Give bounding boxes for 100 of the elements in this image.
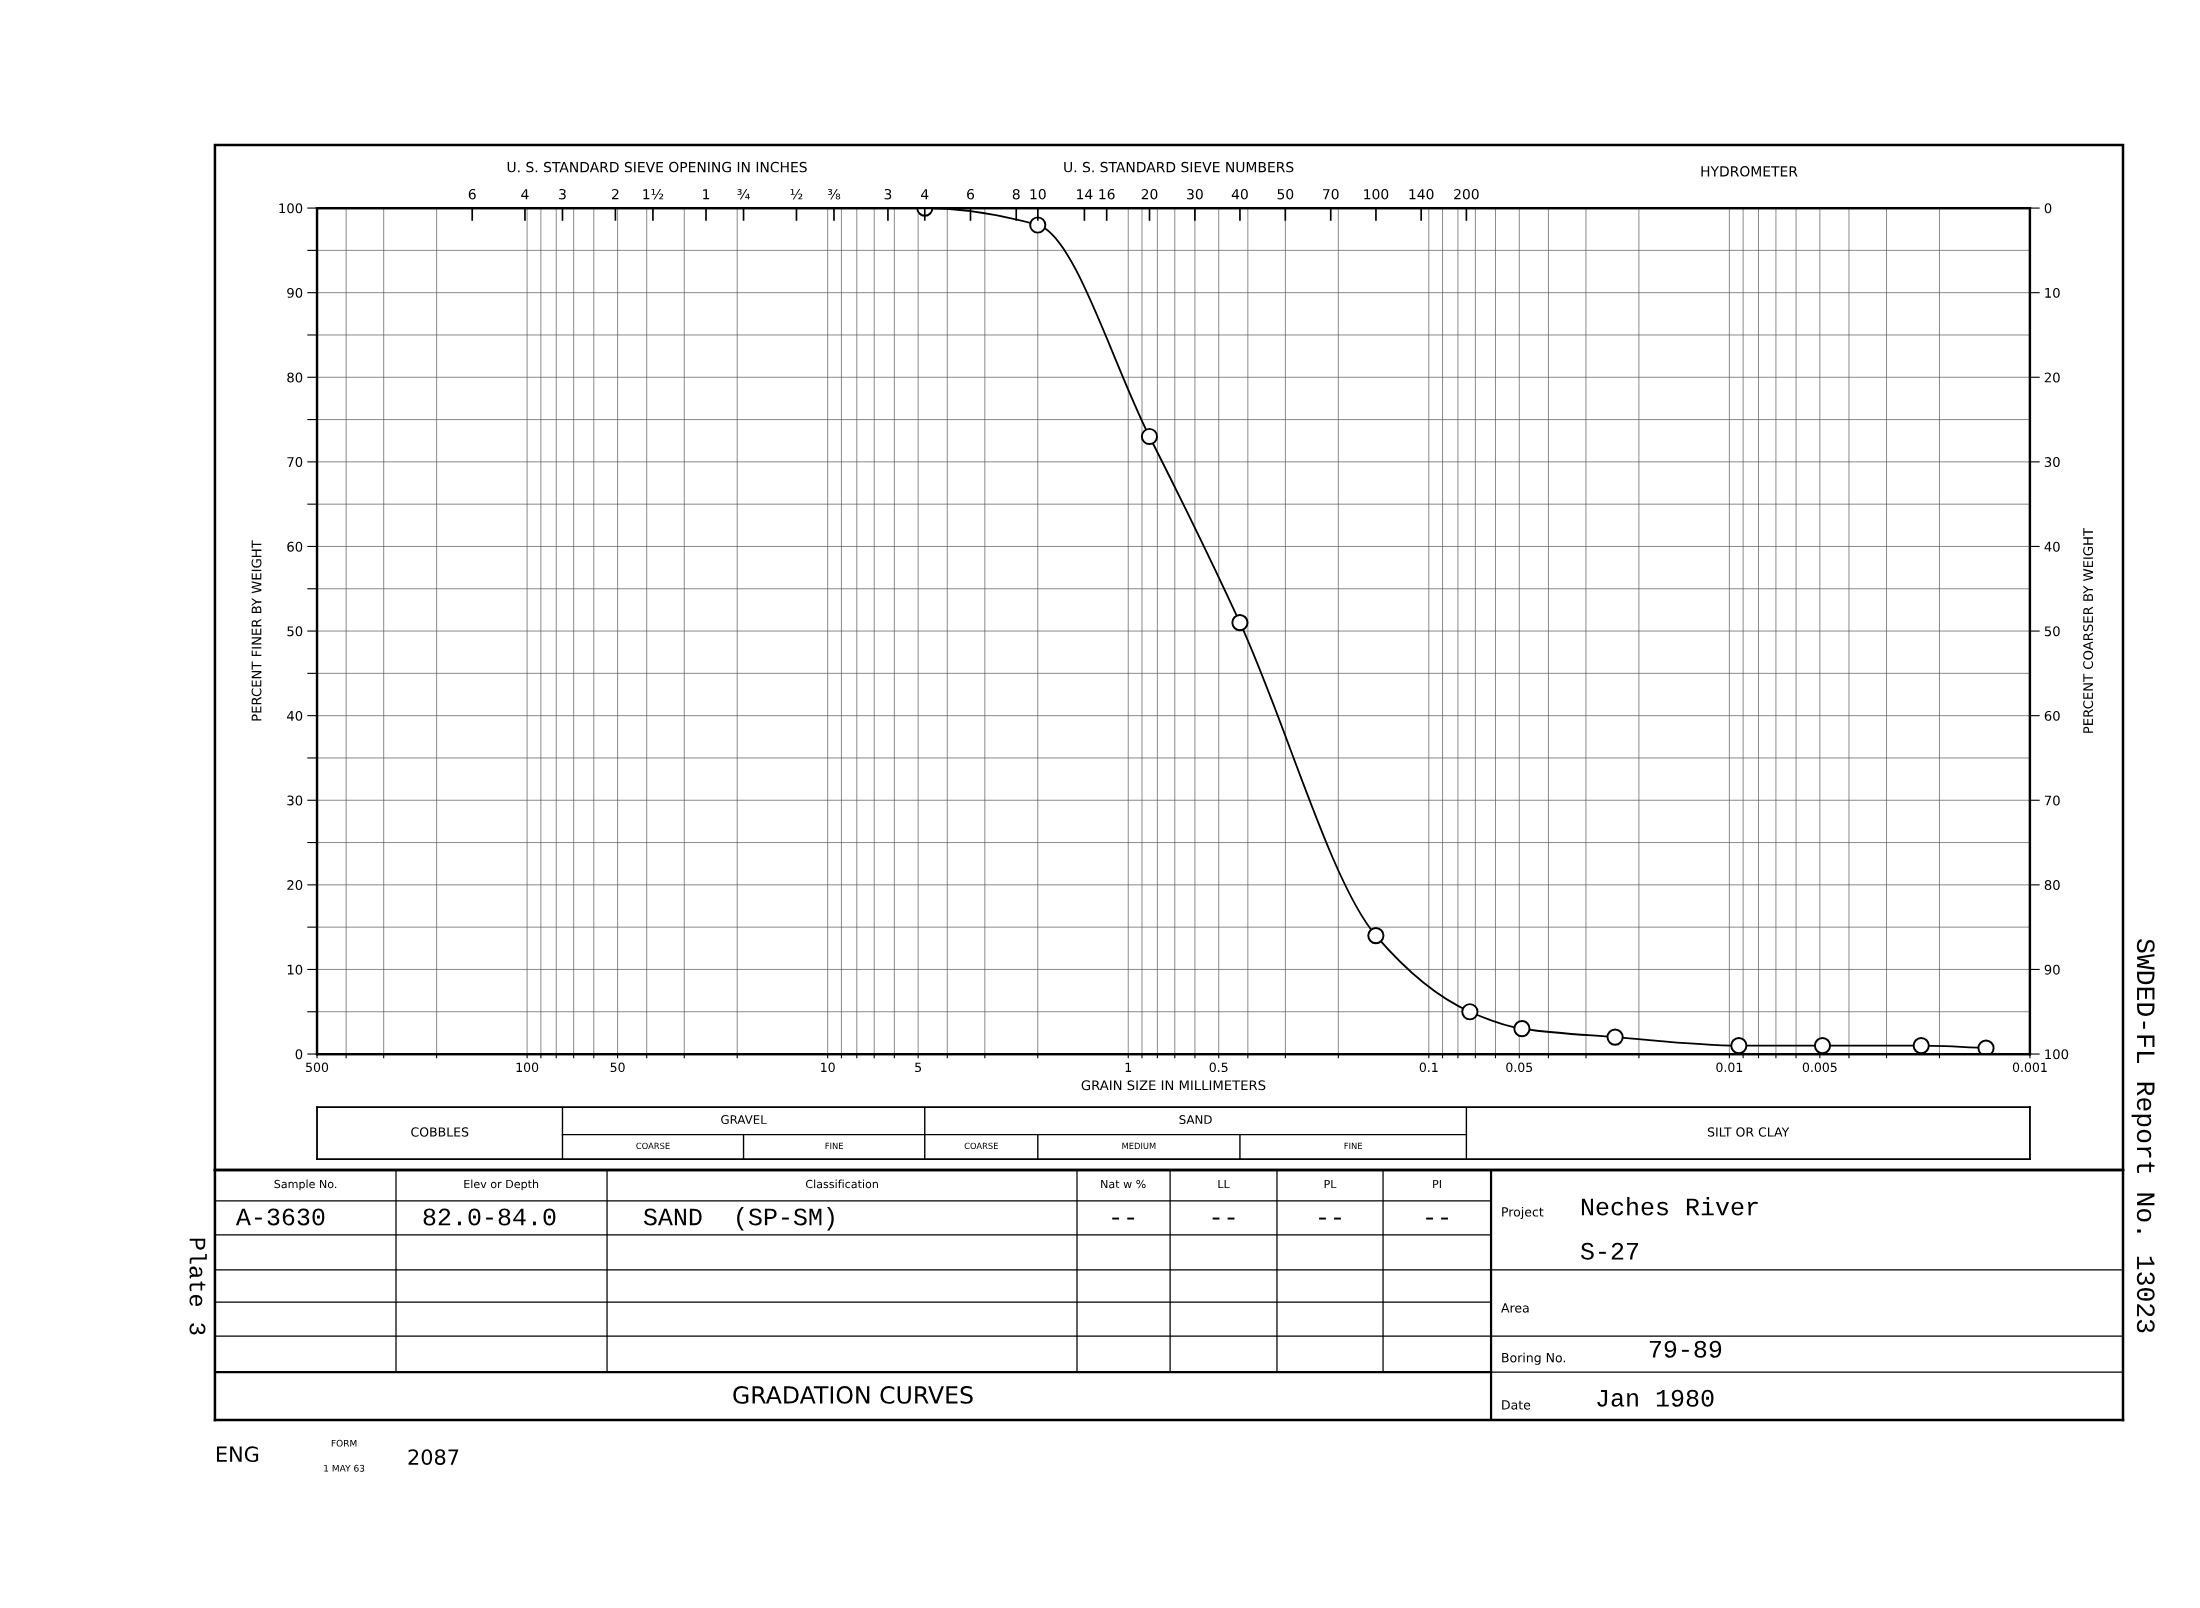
text: -- <box>1212 1217 1235 1220</box>
text: Nat w % <box>1101 1179 1146 1189</box>
text: SAND <box>1179 1115 1212 1125</box>
text: S-27 <box>1580 1242 1639 1260</box>
y-tick-label: 80 <box>287 372 303 383</box>
text: -- <box>1426 1217 1448 1220</box>
text: Project <box>1502 1206 1544 1220</box>
text: 82.0-84.0 <box>423 1208 556 1226</box>
y-axis-title: PERCENT FINER BY WEIGHT <box>251 540 262 721</box>
text: Classification <box>805 1179 878 1189</box>
x-tick-label: 500 <box>306 1062 329 1073</box>
text: A-3630 <box>235 1208 325 1226</box>
text: FORM <box>331 1439 357 1447</box>
text: Sample No. <box>274 1179 337 1191</box>
text: ¾ <box>737 188 750 200</box>
text: Jan 1980 <box>1597 1389 1714 1407</box>
y-tick-label: 10 <box>287 964 303 975</box>
x-tick-label: 0.001 <box>2012 1062 2047 1073</box>
text: ENG <box>216 1446 259 1463</box>
text: 4 <box>921 189 929 200</box>
text: 4 <box>521 189 529 200</box>
text: -- <box>1319 1217 1341 1220</box>
y2-tick-label: 30 <box>2044 457 2060 468</box>
text: U. S. STANDARD SIEVE NUMBERS <box>1064 161 1294 173</box>
text: 70 <box>1323 188 1339 200</box>
y-tick-label: 0 <box>295 1049 303 1060</box>
text: PL <box>1324 1179 1337 1189</box>
x-tick-label: 100 <box>516 1062 539 1073</box>
y2-tick-label: 50 <box>2044 626 2060 637</box>
text: SAND (SP-SM) <box>643 1207 834 1231</box>
y-tick-label: 70 <box>287 457 303 468</box>
text: COARSE <box>636 1142 670 1149</box>
x-axis-title: GRAIN SIZE IN MILLIMETERS <box>1081 1080 1266 1091</box>
text: SWDED-FL Report No. 13023 <box>2131 939 2155 1333</box>
text: 79-89 <box>1649 1340 1722 1358</box>
x-tick-label: 10 <box>821 1062 835 1073</box>
text: ⅜ <box>827 188 841 200</box>
text: 40 <box>1231 188 1248 200</box>
text: FINE <box>1344 1142 1363 1149</box>
y2-tick-label: 40 <box>2044 541 2060 552</box>
text: Neches River <box>1581 1197 1758 1216</box>
x-tick-label: 50 <box>610 1062 625 1073</box>
x-tick-label: 0.01 <box>1716 1062 1743 1073</box>
x-tick-label: 0.1 <box>1419 1062 1438 1073</box>
text: COBBLES <box>411 1127 469 1137</box>
text: 100 <box>1364 188 1389 200</box>
text: ½ <box>790 188 803 200</box>
text: LL <box>1218 1179 1230 1189</box>
text: 8 <box>1012 188 1020 200</box>
y2-tick-label: 20 <box>2044 372 2060 383</box>
x-tick-label: 0.05 <box>1506 1062 1533 1073</box>
text: GRAVEL <box>721 1115 767 1125</box>
text: Boring No. <box>1502 1352 1566 1365</box>
y2-tick-label: 70 <box>2044 795 2060 806</box>
y2-tick-label: 60 <box>2044 710 2060 721</box>
text: COARSE <box>964 1142 998 1149</box>
y2-tick-label: 90 <box>2044 964 2060 975</box>
y-tick-label: 90 <box>287 287 303 298</box>
y-tick-label: 50 <box>287 626 303 637</box>
y-tick-label: 20 <box>287 880 303 891</box>
text: 2087 <box>408 1449 459 1465</box>
text: MEDIUM <box>1122 1142 1156 1149</box>
text: 1 <box>703 189 710 200</box>
text: 30 <box>1187 188 1203 200</box>
text: 10 <box>1030 188 1046 200</box>
y2-tick-label: 80 <box>2044 880 2060 891</box>
x-tick-label: 0.005 <box>1802 1062 1837 1073</box>
text: 2 <box>612 188 619 200</box>
text: FINE <box>825 1142 843 1149</box>
text: Area <box>1501 1303 1529 1313</box>
text: 140 <box>1409 188 1434 200</box>
text: 6 <box>468 188 476 200</box>
text: 1½ <box>643 188 664 200</box>
text: GRADATION CURVES <box>733 1386 973 1404</box>
x-tick-label: 5 <box>915 1062 922 1073</box>
text: 3 <box>884 188 892 200</box>
x-tick-label: 0.5 <box>1209 1062 1228 1073</box>
y2-tick-label: 100 <box>2045 1049 2069 1060</box>
text: Date <box>1502 1400 1531 1410</box>
text: HYDROMETER <box>1701 166 1798 177</box>
text: 3 <box>559 188 566 200</box>
y-tick-label: 30 <box>287 795 303 806</box>
y2-axis-title: PERCENT COARSER BY WEIGHT <box>2083 527 2094 733</box>
x-tick-label: 1 <box>1125 1062 1132 1072</box>
text: Plate 3 <box>189 1238 207 1335</box>
text: 14 <box>1077 189 1093 200</box>
y-tick-label: 60 <box>287 541 303 552</box>
text: 50 <box>1277 188 1294 200</box>
text: 20 <box>1141 188 1158 200</box>
y2-tick-label: 10 <box>2045 287 2060 298</box>
text: 200 <box>1454 188 1479 200</box>
y-tick-label: 40 <box>286 710 303 721</box>
text: -- <box>1112 1217 1135 1220</box>
y-tick-label: 100 <box>279 203 303 214</box>
text: 16 <box>1099 188 1115 200</box>
text: 6 <box>967 188 975 200</box>
text: SILT OR CLAY <box>1707 1127 1790 1137</box>
text: Elev or Depth <box>464 1179 539 1191</box>
text: PI <box>1433 1179 1441 1189</box>
text: U. S. STANDARD SIEVE OPENING IN INCHES <box>507 161 807 173</box>
